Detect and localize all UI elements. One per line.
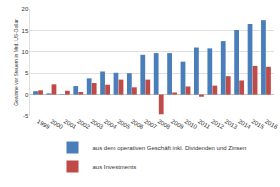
svg-text:5: 5 — [25, 70, 29, 76]
svg-text:2013: 2013 — [224, 118, 239, 130]
svg-text:2008: 2008 — [157, 118, 172, 130]
svg-text:2010: 2010 — [184, 118, 199, 130]
svg-text:15: 15 — [22, 28, 29, 34]
svg-text:2006: 2006 — [130, 118, 145, 130]
svg-text:2003: 2003 — [90, 118, 105, 130]
svg-text:2012: 2012 — [210, 118, 225, 130]
svg-text:2015: 2015 — [251, 118, 266, 130]
svg-text:0: 0 — [25, 92, 29, 98]
svg-text:2000: 2000 — [49, 118, 64, 130]
svg-text:2009: 2009 — [170, 118, 185, 130]
svg-text:aus Investments: aus Investments — [93, 164, 137, 170]
svg-text:2001: 2001 — [63, 118, 78, 130]
svg-text:2007: 2007 — [143, 118, 158, 130]
svg-text:2005: 2005 — [116, 118, 131, 130]
svg-text:2016: 2016 — [264, 118, 279, 130]
svg-text:1999: 1999 — [36, 118, 51, 130]
svg-text:20: 20 — [22, 6, 29, 12]
svg-text:aus dem operativen Geschäft in: aus dem operativen Geschäft inkl. Divide… — [93, 145, 247, 151]
svg-text:2002: 2002 — [76, 118, 91, 130]
svg-text:Gewinne vor Steuern in Mrd. US: Gewinne vor Steuern in Mrd. US-Dollar — [13, 19, 19, 106]
svg-text:2011: 2011 — [197, 118, 212, 130]
svg-text:2014: 2014 — [237, 118, 252, 130]
svg-text:-5: -5 — [23, 113, 29, 119]
svg-text:10: 10 — [22, 49, 29, 55]
svg-text:2004: 2004 — [103, 118, 118, 130]
